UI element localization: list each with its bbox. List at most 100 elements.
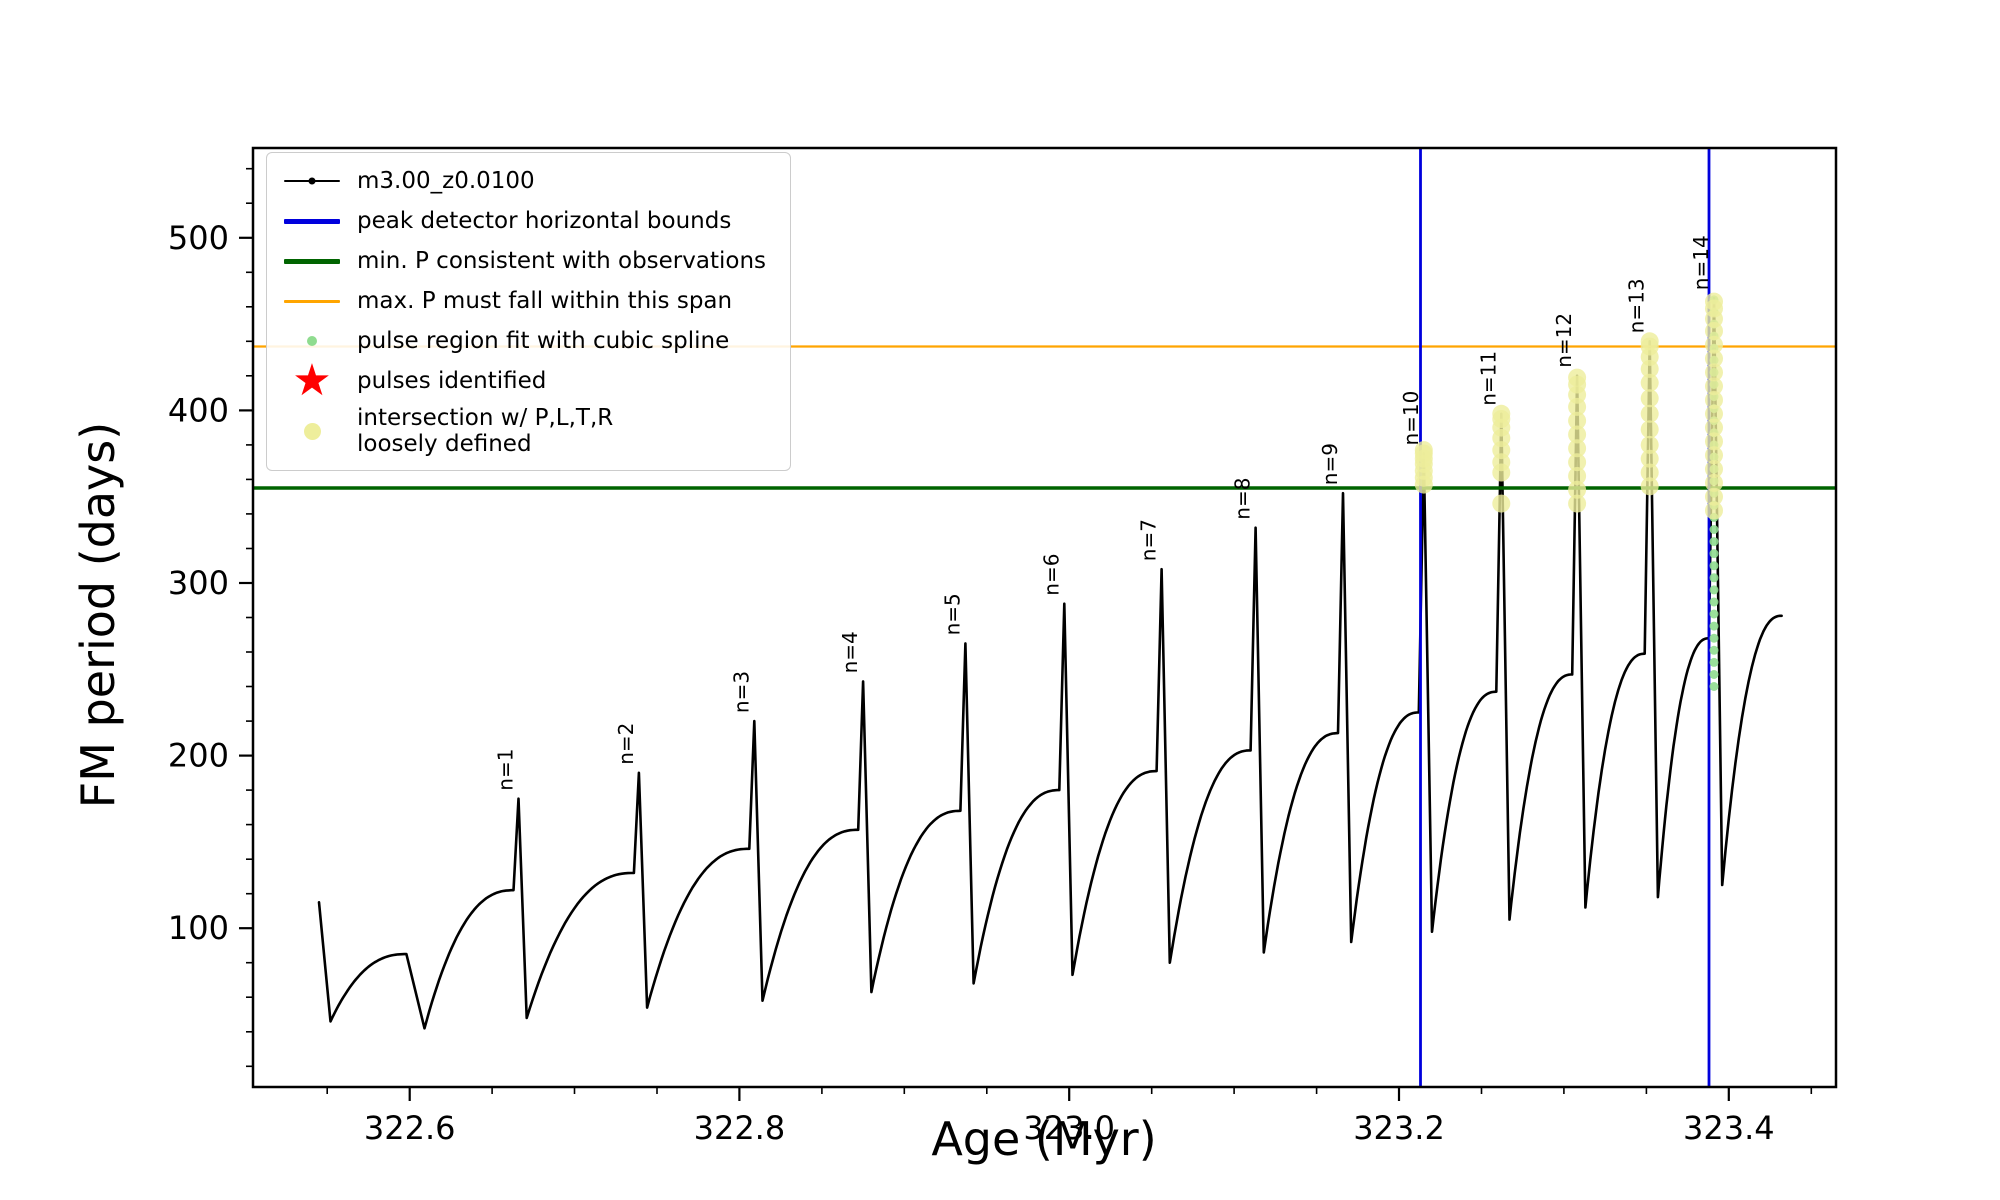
series-main-curve <box>317 296 1783 1030</box>
legend-item-label: m3.00_z0.0100 <box>357 167 535 194</box>
spline-dot <box>1709 633 1719 643</box>
legend-dot-marker <box>281 415 343 447</box>
legend-line-marker <box>281 245 343 277</box>
intersection-dot <box>1640 373 1659 392</box>
intersection-dot <box>1705 460 1723 479</box>
intersection-dot <box>1414 441 1433 460</box>
intersection-dot <box>1705 335 1723 354</box>
spline-dot <box>1709 597 1719 607</box>
intersection-dot <box>1705 473 1723 492</box>
legend-item: intersection w/ P,L,T,R loosely defined <box>281 405 766 458</box>
pulse-label-n=10: n=10 <box>1399 391 1423 446</box>
spline-dot <box>1709 561 1719 571</box>
intersection-dot <box>1640 449 1659 468</box>
legend-item: ★ pulses identified <box>281 359 766 403</box>
spline-dot <box>1709 537 1719 547</box>
x-tick-label: 323.0 <box>1023 1109 1115 1147</box>
intersection-dot <box>1705 391 1723 409</box>
pulse-label-n=5: n=5 <box>940 593 964 635</box>
peak-detector-bounds <box>1419 148 1711 1087</box>
intersection-dot <box>1568 467 1587 485</box>
legend-item-label: pulses identified <box>357 367 547 394</box>
intersection-dots <box>1414 292 1723 520</box>
spline-dot <box>1709 585 1719 595</box>
legend-item-label: pulse region fit with cubic spline <box>357 327 730 354</box>
y-tick-label: 100 <box>168 909 229 947</box>
pulse-label-n=13: n=13 <box>1625 278 1649 333</box>
intersection-dot <box>1568 494 1587 513</box>
spline-dot <box>1709 525 1719 534</box>
spline-dot <box>1709 645 1719 655</box>
intersection-dot <box>1568 439 1587 458</box>
y-tick-label: 200 <box>168 737 229 775</box>
y-axis-label: FM period (days) <box>71 421 125 809</box>
main-curve-path <box>317 296 1783 1030</box>
x-tick-label: 322.8 <box>694 1109 786 1147</box>
intersection-dot <box>1492 494 1511 513</box>
spline-dot <box>1709 657 1719 667</box>
legend-line-sample <box>284 218 340 224</box>
legend-line-marker <box>281 165 343 197</box>
intersection-dot <box>1705 487 1723 506</box>
pulse-label-n=14: n=14 <box>1689 235 1713 290</box>
pulse-label-n=11: n=11 <box>1476 351 1500 406</box>
spline-dot <box>1709 609 1719 619</box>
intersection-dot <box>1705 432 1723 451</box>
intersection-dot <box>1640 332 1659 351</box>
intersection-dot <box>1640 477 1659 496</box>
intersection-dot <box>1568 453 1587 472</box>
pulse-label-n=2: n=2 <box>614 723 638 765</box>
legend-dot-sample <box>303 422 321 440</box>
intersection-dot <box>1492 404 1511 423</box>
legend-item-label: max. P must fall within this span <box>357 287 733 314</box>
spline-dot <box>1709 621 1719 631</box>
pulse-label-n=1: n=1 <box>494 749 518 791</box>
legend-line-sample <box>284 258 340 264</box>
intersection-dot <box>1568 411 1587 430</box>
intersection-dot <box>1640 404 1659 423</box>
legend-line-sample <box>284 299 340 303</box>
legend-dot-sample <box>307 336 317 346</box>
intersection-dot <box>1568 368 1587 387</box>
legend-item: m3.00_z0.0100 <box>281 165 766 197</box>
intersection-dot <box>1705 363 1723 382</box>
pulse-label-n=6: n=6 <box>1039 554 1063 596</box>
pulse-label-n=12: n=12 <box>1552 313 1576 368</box>
legend-dot-marker <box>308 177 316 185</box>
intersection-dot <box>1705 292 1723 311</box>
spline-dot <box>1709 670 1719 679</box>
intersection-dot <box>1705 404 1723 423</box>
pulse-label-n=9: n=9 <box>1318 443 1342 485</box>
x-tick-label: 323.4 <box>1683 1109 1775 1147</box>
y-tick-label: 300 <box>168 564 229 602</box>
legend-dot-marker <box>281 325 343 357</box>
intersection-dot <box>1705 418 1723 437</box>
x-axis-label: Age (Myr) <box>931 1112 1157 1166</box>
pulse-label-n=7: n=7 <box>1137 519 1161 561</box>
y-tick-label: 400 <box>168 391 229 429</box>
intersection-dot <box>1705 446 1723 465</box>
legend-item-label: intersection w/ P,L,T,R loosely defined <box>357 405 614 458</box>
star-icon: ★ <box>292 355 332 406</box>
spline-dot <box>1709 573 1719 583</box>
legend-line-marker <box>281 205 343 237</box>
intersection-dot <box>1705 349 1723 368</box>
pulse-labels: n=1 n=2 n=3 n=4 n=5 n=6 n=7 n=8 n=9 n=10 n=11 n=12 n… <box>494 235 1714 790</box>
pulse-label-n=4: n=4 <box>838 631 862 673</box>
intersection-dot <box>1640 389 1659 408</box>
legend-item: peak detector horizontal bounds <box>281 205 766 237</box>
axis-ticks: 322.6 322.8 323.0 323.2 323.4 100 200 300 400 500 <box>168 167 1813 1147</box>
intersection-dot <box>1640 420 1659 439</box>
intersection-dot <box>1705 377 1723 396</box>
y-tick-label: 500 <box>168 219 229 257</box>
pulse-label-n=8: n=8 <box>1231 478 1255 520</box>
intersection-dot <box>1640 463 1659 482</box>
x-tick-label: 322.6 <box>364 1109 456 1147</box>
intersection-dot <box>1568 425 1587 444</box>
spline-dot <box>1709 549 1719 559</box>
axes-frame <box>251 146 1838 1089</box>
legend-item: max. P must fall within this span <box>281 285 766 317</box>
